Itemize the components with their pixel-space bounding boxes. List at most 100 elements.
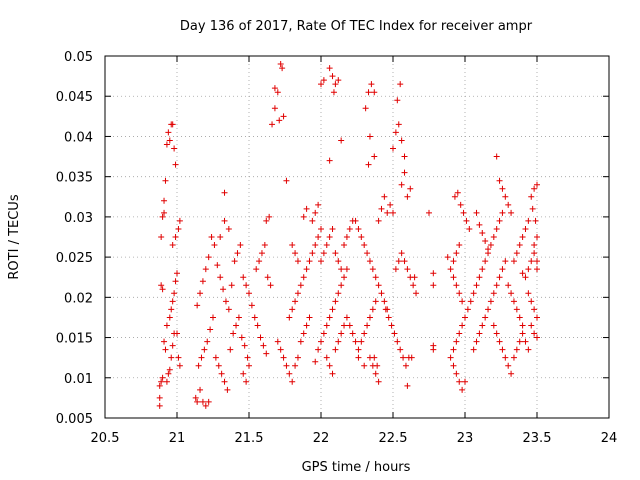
data-point (450, 274, 457, 281)
data-point (289, 242, 296, 249)
data-point (525, 346, 532, 353)
data-point (338, 266, 345, 273)
data-point (366, 314, 373, 321)
data-point (352, 338, 359, 345)
data-point (309, 250, 316, 257)
y-tick-label: 0.035 (56, 171, 93, 186)
data-point (447, 266, 454, 273)
data-point (271, 105, 278, 112)
data-point (467, 298, 474, 305)
data-point (292, 250, 299, 257)
data-point (476, 330, 483, 337)
data-point (237, 242, 244, 249)
data-point (329, 225, 336, 232)
data-point (341, 322, 348, 329)
data-point (335, 258, 342, 265)
grid-lines (105, 56, 609, 418)
data-point (365, 161, 372, 168)
y-tick-label: 0.04 (64, 130, 93, 145)
data-point (238, 334, 245, 341)
data-point (499, 346, 506, 353)
data-point (207, 326, 214, 333)
data-point (269, 121, 276, 128)
data-point (490, 322, 497, 329)
data-point (459, 298, 466, 305)
data-point (303, 205, 310, 212)
data-point (297, 282, 304, 289)
data-point (371, 153, 378, 160)
data-point (496, 274, 503, 281)
data-point (404, 266, 411, 273)
data-point (513, 250, 520, 257)
data-point (398, 137, 405, 144)
data-point (161, 209, 168, 216)
data-point (371, 354, 378, 361)
data-point (241, 342, 248, 349)
data-point (493, 153, 500, 160)
data-point (381, 298, 388, 305)
data-point (315, 201, 322, 208)
data-point (329, 370, 336, 377)
data-point (240, 274, 247, 281)
data-point (168, 354, 175, 361)
data-point (384, 209, 391, 216)
data-point (525, 217, 532, 224)
data-point (286, 370, 293, 377)
data-point (294, 290, 301, 297)
data-point (169, 242, 176, 249)
data-point (532, 217, 539, 224)
data-point (343, 234, 350, 240)
y-tick-label: 0.045 (56, 90, 93, 105)
data-point (300, 330, 307, 337)
data-point (372, 298, 379, 305)
data-point (460, 209, 467, 216)
data-point (462, 378, 468, 385)
data-point (493, 330, 500, 337)
x-tick-label: 22 (313, 431, 330, 446)
data-point (264, 274, 271, 281)
data-point (463, 217, 470, 224)
data-point (163, 141, 170, 148)
data-point (378, 290, 385, 297)
data-point (366, 133, 373, 140)
data-point (385, 314, 392, 321)
data-point (341, 274, 348, 281)
data-point (369, 306, 376, 313)
data-point (253, 266, 260, 273)
data-point (398, 181, 405, 188)
data-point (444, 254, 451, 261)
data-point (358, 338, 365, 345)
data-point (332, 298, 339, 305)
data-point (202, 266, 209, 273)
data-point (175, 225, 182, 232)
data-point (158, 234, 165, 240)
data-point (372, 274, 379, 281)
data-point (326, 65, 333, 72)
data-point (335, 290, 342, 297)
data-point (453, 370, 460, 377)
data-point (531, 242, 538, 249)
data-point (235, 314, 242, 321)
data-point (487, 242, 494, 249)
data-point (171, 145, 178, 152)
data-point (413, 290, 420, 297)
y-tick-label: 0.01 (64, 372, 93, 387)
data-point (158, 378, 165, 385)
data-point (499, 185, 506, 192)
data-point (294, 258, 301, 265)
data-point (218, 370, 225, 377)
data-point (165, 370, 172, 377)
data-point (283, 177, 290, 184)
data-point (505, 201, 512, 208)
x-tick-label: 20.5 (91, 431, 120, 446)
data-point (528, 322, 535, 329)
data-point (233, 322, 240, 329)
data-point (479, 229, 486, 236)
data-point (397, 346, 404, 353)
data-point (505, 362, 512, 369)
data-point (260, 342, 267, 349)
data-point (338, 330, 345, 337)
data-point (210, 314, 216, 321)
data-point (227, 346, 234, 353)
x-axis-label: GPS time / hours (302, 460, 411, 475)
